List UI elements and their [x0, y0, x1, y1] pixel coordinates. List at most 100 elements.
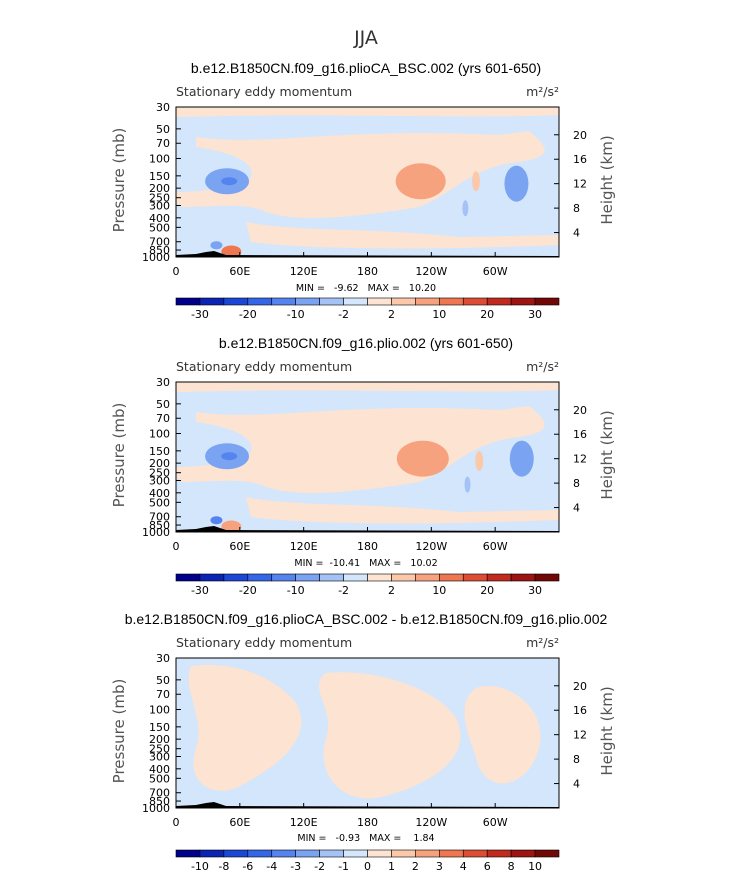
pressure-tick-label: 700 — [149, 511, 170, 524]
lon-tick-label: 180 — [357, 265, 378, 278]
lon-tick-label: 60E — [229, 265, 250, 278]
colorbar-label: -20 — [239, 584, 257, 597]
colorbar-swatch — [199, 573, 225, 582]
panel-units: m²/s² — [526, 359, 559, 374]
contour-blob — [221, 452, 238, 461]
lon-tick-label: 60W — [483, 816, 508, 829]
y-axis-label-right: Height (km) — [598, 410, 616, 499]
topography — [176, 251, 559, 257]
lon-tick-label: 60E — [229, 816, 250, 829]
lon-tick-label: 60W — [483, 265, 508, 278]
pressure-tick-label: 50 — [156, 674, 170, 687]
colorbar: -30 -20 -10 -2 2 10 20 30 — [175, 297, 560, 321]
panel-subtitle: Stationary eddy momentum — [176, 84, 352, 99]
pressure-tick-label: 1000 — [142, 802, 170, 815]
contour-blob — [475, 450, 484, 471]
height-tick-label: 16 — [573, 153, 587, 166]
colorbar-label: 20 — [480, 584, 494, 597]
colorbar-swatch — [391, 297, 416, 306]
colorbar-label: 6 — [484, 860, 491, 873]
pressure-tick-label: 500 — [149, 221, 170, 234]
positive-region — [176, 107, 559, 117]
contour-blob — [462, 200, 469, 217]
colorbar-label: -6 — [242, 860, 253, 873]
colorbar-label: 1 — [388, 860, 395, 873]
pressure-tick-label: 30 — [156, 652, 170, 665]
panel-subtitle: Stationary eddy momentum — [176, 359, 352, 374]
colorbar-label: -2 — [338, 308, 349, 321]
pressure-tick-label: 850 — [149, 795, 170, 808]
colorbar-swatch — [295, 297, 320, 306]
colorbar-label: 10 — [432, 584, 446, 597]
colorbar-swatch — [415, 849, 440, 858]
height-tick-label: 4 — [573, 227, 580, 240]
pressure-tick-label: 400 — [149, 212, 170, 225]
height-tick-label: 20 — [573, 680, 587, 693]
colorbar-label: 4 — [460, 860, 467, 873]
contour-blob — [221, 520, 242, 533]
colorbar-label: 20 — [480, 308, 494, 321]
colorbar-swatch — [175, 849, 201, 858]
colorbar-swatch — [343, 297, 368, 306]
panel-2: b.e12.B1850CN.f09_g16.plio.002 (yrs 601-… — [110, 335, 616, 597]
lon-tick-label: 120E — [290, 540, 318, 553]
y-axis-label-left: Pressure (mb) — [110, 403, 128, 508]
positive-region — [176, 406, 545, 494]
colorbar-swatch — [486, 573, 512, 582]
height-tick-label: 12 — [573, 453, 587, 466]
contour-blob — [472, 171, 481, 192]
height-tick-label: 4 — [573, 502, 580, 515]
colorbar-swatch — [319, 573, 344, 582]
pressure-tick-label: 250 — [149, 743, 170, 756]
pressure-tick-label: 100 — [149, 704, 170, 717]
pressure-tick-label: 700 — [149, 236, 170, 249]
contour-blob — [509, 440, 534, 477]
pressure-tick-label: 850 — [149, 244, 170, 257]
positive-region — [246, 222, 559, 249]
colorbar-swatch — [295, 573, 320, 582]
colorbar: -30 -20 -10 -2 2 10 20 30 — [175, 573, 560, 597]
colorbar-swatch — [415, 297, 440, 306]
panel-units: m²/s² — [526, 635, 559, 650]
pressure-tick-label: 250 — [149, 192, 170, 205]
colorbar-swatch — [486, 849, 512, 858]
panel-units: m²/s² — [526, 84, 559, 99]
lon-tick-label: 120W — [415, 816, 447, 829]
colorbar-swatch — [247, 849, 273, 858]
panel-title: b.e12.B1850CN.f09_g16.plioCA_BSC.002 (yr… — [191, 60, 541, 76]
colorbar-label: 8 — [508, 860, 515, 873]
colorbar-label: -8 — [218, 860, 229, 873]
lon-tick-label: 60W — [483, 540, 508, 553]
height-tick-label: 8 — [573, 202, 580, 215]
pressure-tick-label: 700 — [149, 787, 170, 800]
colorbar-swatch — [462, 849, 488, 858]
contour-blob — [221, 245, 242, 258]
contour-blob — [221, 177, 238, 186]
pressure-tick-label: 50 — [156, 123, 170, 136]
colorbar-swatch — [439, 849, 464, 858]
colorbar-swatch — [247, 297, 273, 306]
colorbar-swatch — [223, 297, 249, 306]
contour-blob — [396, 440, 449, 477]
colorbar-label: -4 — [266, 860, 277, 873]
colorbar-swatch — [367, 573, 392, 582]
colorbar-swatch — [439, 573, 464, 582]
pressure-tick-label: 100 — [149, 153, 170, 166]
colorbar-label: -10 — [287, 308, 305, 321]
height-tick-label: 20 — [573, 129, 587, 142]
topography — [176, 802, 559, 808]
colorbar-swatch — [343, 849, 368, 858]
panel-title: b.e12.B1850CN.f09_g16.plioCA_BSC.002 - b… — [125, 611, 608, 627]
colorbar-label: 2 — [388, 308, 395, 321]
pressure-tick-label: 300 — [149, 199, 170, 212]
pressure-tick-label: 70 — [156, 137, 170, 150]
colorbar-swatch — [319, 297, 344, 306]
colorbar-swatch — [462, 297, 488, 306]
min-max-stats: MIN = -10.41 MAX = 10.02 — [294, 558, 437, 569]
pressure-tick-label: 1000 — [142, 251, 170, 264]
colorbar-swatch — [439, 297, 464, 306]
y-axis-label-right: Height (km) — [598, 135, 616, 224]
